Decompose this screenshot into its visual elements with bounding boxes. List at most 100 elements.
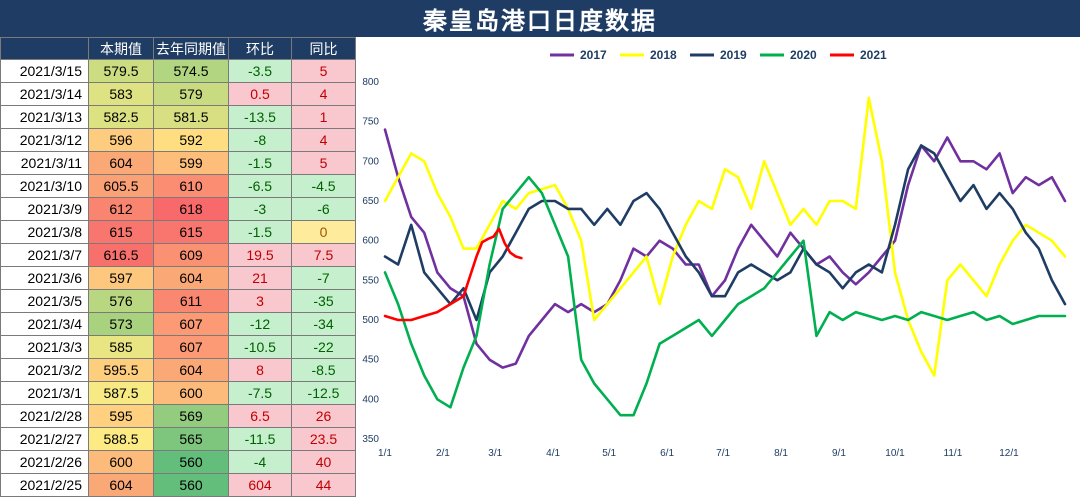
current-cell: 576	[88, 289, 154, 313]
date-cell: 2021/3/4	[0, 312, 89, 336]
mom-cell: -7.5	[228, 381, 292, 405]
y-tick-label: 700	[362, 156, 379, 167]
yoy-cell: -35	[291, 289, 356, 313]
table-row: 2021/3/7 616.5 609 19.5 7.5	[0, 243, 356, 267]
header-current: 本期值	[88, 37, 154, 60]
header-date	[0, 37, 89, 60]
yoy-cell: 7.5	[291, 243, 356, 267]
yoy-cell: 0	[291, 220, 356, 244]
previous-cell: 600	[153, 381, 229, 405]
x-tick-label: 7/1	[716, 448, 730, 459]
yoy-cell: -4.5	[291, 174, 356, 198]
page-title: 秦皇岛港口日度数据	[0, 0, 1080, 37]
mom-cell: 0.5	[228, 82, 292, 106]
date-cell: 2021/3/3	[0, 335, 89, 359]
previous-cell: 607	[153, 312, 229, 336]
date-cell: 2021/3/9	[0, 197, 89, 221]
previous-cell: 615	[153, 220, 229, 244]
yoy-cell: -7	[291, 266, 356, 290]
mom-cell: -8	[228, 128, 292, 152]
table-body: 2021/3/15 579.5 574.5 -3.5 5 2021/3/14 583 579 0…	[0, 59, 356, 497]
table-row: 2021/3/2 595.5 604 8 -8.5	[0, 358, 356, 382]
table-row: 2021/3/13 582.5 581.5 -13.5 1	[0, 105, 356, 129]
yoy-cell: 44	[291, 473, 356, 497]
current-cell: 573	[88, 312, 154, 336]
date-cell: 2021/2/27	[0, 427, 89, 451]
x-tick-label: 3/1	[488, 448, 502, 459]
y-tick-label: 400	[362, 394, 379, 405]
series-line-2017	[383, 128, 1067, 369]
table-row: 2021/3/11 604 599 -1.5 5	[0, 151, 356, 175]
mom-cell: -3.5	[228, 59, 292, 83]
x-tick-label: 2/1	[436, 448, 450, 459]
current-cell: 605.5	[88, 174, 154, 198]
x-tick-label: 8/1	[774, 448, 788, 459]
y-tick-label: 650	[362, 196, 379, 207]
table-row: 2021/3/9 612 618 -3 -6	[0, 197, 356, 221]
previous-cell: 610	[153, 174, 229, 198]
previous-cell: 604	[153, 266, 229, 290]
previous-cell: 560	[153, 473, 229, 497]
date-cell: 2021/3/6	[0, 266, 89, 290]
mom-cell: 21	[228, 266, 292, 290]
current-cell: 585	[88, 335, 154, 359]
yoy-cell: 5	[291, 151, 356, 175]
current-cell: 616.5	[88, 243, 154, 267]
legend-label-2017: 2017	[580, 48, 607, 62]
mom-cell: -13.5	[228, 105, 292, 129]
header-mom: 环比	[228, 37, 292, 60]
series-line-2021	[383, 227, 523, 322]
previous-cell: 579	[153, 82, 229, 106]
table-row: 2021/3/5 576 611 3 -35	[0, 289, 356, 313]
date-cell: 2021/2/26	[0, 450, 89, 474]
current-cell: 604	[88, 151, 154, 175]
yoy-cell: -22	[291, 335, 356, 359]
table-row: 2021/3/1 587.5 600 -7.5 -12.5	[0, 381, 356, 405]
x-tick-label: 4/1	[546, 448, 560, 459]
table-row: 2021/3/15 579.5 574.5 -3.5 5	[0, 59, 356, 83]
y-tick-label: 450	[362, 355, 379, 366]
legend-label-2021: 2021	[860, 48, 887, 62]
y-tick-label: 800	[362, 77, 379, 88]
table-row: 2021/3/12 596 592 -8 4	[0, 128, 356, 152]
mom-cell: -1.5	[228, 151, 292, 175]
table-row: 2021/3/14 583 579 0.5 4	[0, 82, 356, 106]
previous-cell: 618	[153, 197, 229, 221]
current-cell: 588.5	[88, 427, 154, 451]
mom-cell: 6.5	[228, 404, 292, 428]
table-row: 2021/3/4 573 607 -12 -34	[0, 312, 356, 336]
previous-cell: 611	[153, 289, 229, 313]
y-tick-label: 750	[362, 117, 379, 128]
previous-cell: 581.5	[153, 105, 229, 129]
yoy-cell: 23.5	[291, 427, 356, 451]
x-tick-label: 1/1	[378, 448, 392, 459]
current-cell: 597	[88, 266, 154, 290]
mom-cell: -10.5	[228, 335, 292, 359]
current-cell: 587.5	[88, 381, 154, 405]
table-row: 2021/2/25 604 560 604 44	[0, 473, 356, 497]
date-cell: 2021/3/15	[0, 59, 89, 83]
yoy-cell: 5	[291, 59, 356, 83]
previous-cell: 604	[153, 358, 229, 382]
y-tick-label: 600	[362, 236, 379, 247]
x-tick-label: 6/1	[660, 448, 674, 459]
table-row: 2021/3/8 615 615 -1.5 0	[0, 220, 356, 244]
chart-svg: 350 400 450 500 550 600 650 700 750 800 1/1 2/1 3/1 4…	[362, 48, 1067, 459]
current-cell: 615	[88, 220, 154, 244]
date-cell: 2021/2/25	[0, 473, 89, 497]
date-cell: 2021/2/28	[0, 404, 89, 428]
current-cell: 595.5	[88, 358, 154, 382]
series-line-2018	[383, 96, 1067, 377]
date-cell: 2021/3/1	[0, 381, 89, 405]
header-previous-year: 去年同期值	[153, 37, 229, 60]
table-row: 2021/2/27 588.5 565 -11.5 23.5	[0, 427, 356, 451]
previous-cell: 599	[153, 151, 229, 175]
mom-cell: -3	[228, 197, 292, 221]
previous-cell: 560	[153, 450, 229, 474]
table-row: 2021/2/26 600 560 -4 40	[0, 450, 356, 474]
mom-cell: -6.5	[228, 174, 292, 198]
y-tick-label: 500	[362, 315, 379, 326]
date-cell: 2021/3/2	[0, 358, 89, 382]
y-tick-label: 350	[362, 434, 379, 445]
